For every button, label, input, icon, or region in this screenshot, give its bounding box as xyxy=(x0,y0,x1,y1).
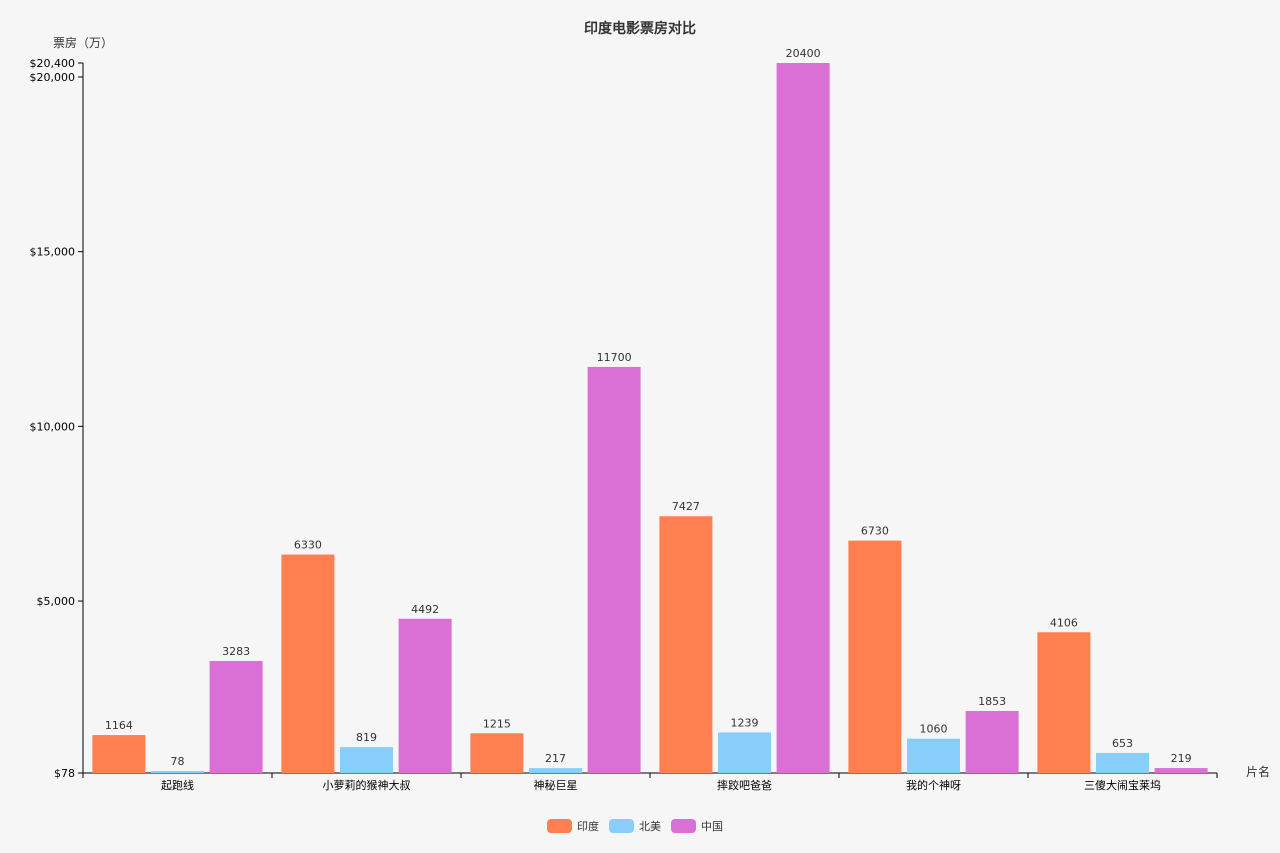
legend: 印度 北美 中国 xyxy=(547,819,723,833)
legend-swatch xyxy=(671,819,696,833)
data-label: 819 xyxy=(356,731,377,744)
legend-swatch xyxy=(547,819,572,833)
bar xyxy=(529,768,582,773)
x-tick-label: 摔跤吧爸爸 xyxy=(717,778,772,792)
y-axis-title: 票房（万） xyxy=(53,35,113,50)
data-label: 653 xyxy=(1112,737,1133,750)
x-tick-label: 神秘巨星 xyxy=(534,778,578,792)
bar xyxy=(659,516,713,773)
bar xyxy=(340,747,393,773)
data-label: 4492 xyxy=(411,603,439,616)
bar xyxy=(1154,768,1208,773)
data-label: 11700 xyxy=(597,351,632,364)
data-label: 4106 xyxy=(1050,616,1078,629)
bar xyxy=(92,735,146,773)
bar xyxy=(281,554,335,773)
x-tick-label: 我的个神呀 xyxy=(906,778,961,792)
data-label: 1164 xyxy=(105,719,133,732)
chart-title: 印度电影票房对比 xyxy=(584,20,696,37)
bar xyxy=(151,771,204,773)
y-tick-label: $15,000 xyxy=(30,246,76,259)
legend-label: 印度 xyxy=(577,819,599,833)
data-label: 1239 xyxy=(731,716,759,729)
bar xyxy=(776,63,830,773)
data-label: 1853 xyxy=(978,695,1006,708)
y-tick-label: $5,000 xyxy=(37,595,76,608)
data-label: 7427 xyxy=(672,500,700,513)
x-tick-label: 三傻大闹宝莱坞 xyxy=(1084,778,1161,792)
bar xyxy=(209,661,263,773)
data-label: 219 xyxy=(1171,752,1192,765)
data-label: 1060 xyxy=(920,723,948,736)
x-tick-label: 小萝莉的猴神大叔 xyxy=(323,778,411,792)
data-label: 6330 xyxy=(294,539,322,552)
bar xyxy=(470,733,524,773)
y-tick-label: $20,000 xyxy=(30,71,76,84)
bar xyxy=(965,710,1019,773)
data-label: 217 xyxy=(545,752,566,765)
bar xyxy=(907,738,960,773)
y-tick-label: $78 xyxy=(54,767,75,780)
legend-label: 北美 xyxy=(639,820,661,833)
x-tick-label: 起跑线 xyxy=(161,778,194,792)
y-tick-label: $20,400 xyxy=(30,57,76,70)
plot-area: $78 $5,000 $10,000 $15,000 $20,000$20,400 起跑线… xyxy=(30,47,1218,792)
legend-swatch xyxy=(609,819,634,833)
bar xyxy=(718,732,771,773)
y-tick-label: $10,000 xyxy=(30,420,76,433)
legend-label: 中国 xyxy=(701,820,723,833)
bar xyxy=(1037,632,1091,773)
data-label: 78 xyxy=(171,755,185,768)
bar xyxy=(1096,752,1149,773)
x-axis-title: 片名 xyxy=(1246,764,1270,779)
data-label: 3283 xyxy=(222,645,250,658)
bar xyxy=(587,366,641,773)
bar xyxy=(398,618,452,773)
data-label: 20400 xyxy=(786,47,821,60)
bar xyxy=(848,540,902,773)
data-label: 1215 xyxy=(483,717,511,730)
data-label: 6730 xyxy=(861,525,889,538)
